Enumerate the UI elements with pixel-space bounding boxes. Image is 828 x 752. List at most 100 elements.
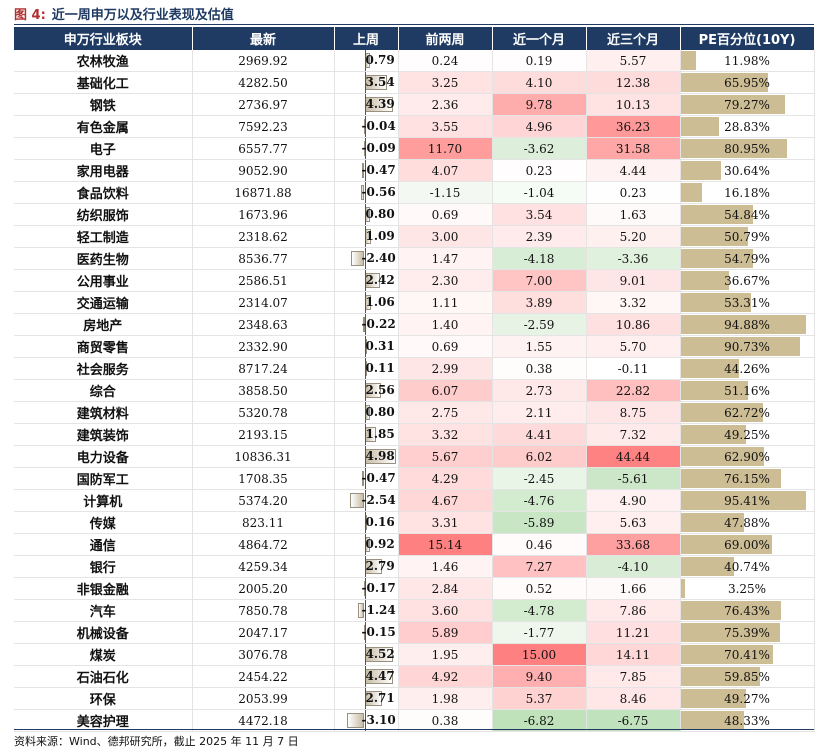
pe-percentile-value: 3.25%: [727, 581, 767, 596]
pe-percentile-value: 54.79%: [724, 251, 770, 266]
zero-axis: [364, 512, 366, 533]
table-row: 商贸零售 2332.90 0.31 0.69 1.55 5.70 90.73%: [14, 335, 815, 358]
latest-cell: 8536.77: [192, 247, 335, 270]
pe-percentile-value: 51.16%: [724, 383, 770, 398]
pe-percentile-value: 75.39%: [724, 625, 770, 640]
pe-percentile-cell: 50.79%: [680, 225, 815, 248]
weekly-change-cell: 0.92: [334, 533, 399, 556]
one-month-cell: 0.46: [492, 533, 587, 556]
weekly-change-cell: 1.85: [334, 423, 399, 446]
pe-percentile-cell: 69.00%: [680, 533, 815, 556]
two-week-cell: 2.99: [398, 357, 493, 380]
pe-percentile-bar: [680, 623, 780, 642]
pe-percentile-value: 59.85%: [724, 669, 770, 684]
pe-percentile-cell: 51.16%: [680, 379, 815, 402]
table-row: 国防军工 1708.35 -0.47 4.29 -2.45 -5.61 76.15%: [14, 467, 815, 490]
weekly-change-bar: [351, 251, 365, 266]
pe-percentile-value: 11.98%: [724, 53, 770, 68]
zero-axis: [364, 710, 366, 731]
pe-percentile-bar: [680, 315, 806, 334]
pe-percentile-cell: 53.31%: [680, 291, 815, 314]
one-month-cell: 4.10: [492, 71, 587, 94]
weekly-change-value: 0.80: [365, 207, 395, 221]
industry-name-cell: 社会服务: [14, 357, 193, 380]
one-month-cell: 1.55: [492, 335, 587, 358]
pe-percentile-bar: [680, 73, 768, 92]
zero-axis: [364, 204, 366, 225]
three-month-cell: 10.86: [586, 313, 681, 336]
pe-percentile-cell: 16.18%: [680, 181, 815, 204]
one-month-cell: -5.89: [492, 511, 587, 534]
table-row: 社会服务 8717.24 0.11 2.99 0.38 -0.11 44.26%: [14, 357, 815, 380]
weekly-change-cell: 0.31: [334, 335, 399, 358]
industry-name-cell: 综合: [14, 379, 193, 402]
pe-percentile-bar: [680, 51, 697, 70]
latest-cell: 4864.72: [192, 533, 335, 556]
industry-table: 申万行业板块 最新 上周 前两周 近一个月 近三个月 PE百分位(10Y) 农林…: [14, 27, 815, 732]
table-row: 电力设备 10836.31 4.98 5.67 6.02 44.44 62.90%: [14, 445, 815, 468]
one-month-cell: 0.52: [492, 577, 587, 600]
pe-percentile-value: 76.43%: [724, 603, 770, 618]
pe-percentile-value: 49.25%: [724, 427, 770, 442]
three-month-cell: 31.58: [586, 137, 681, 160]
three-month-cell: 1.66: [586, 577, 681, 600]
latest-cell: 2193.15: [192, 423, 335, 446]
pe-percentile-value: 16.18%: [724, 185, 770, 200]
latest-cell: 10836.31: [192, 445, 335, 468]
industry-name-cell: 食品饮料: [14, 181, 193, 204]
two-week-cell: 3.25: [398, 71, 493, 94]
figure-title: 图 4: 近一周申万以及行业表现及估值: [14, 4, 234, 23]
industry-name-cell: 通信: [14, 533, 193, 556]
three-month-cell: -0.11: [586, 357, 681, 380]
pe-percentile-bar: [680, 227, 748, 246]
pe-percentile-bar: [680, 293, 751, 312]
pe-percentile-bar: [680, 579, 685, 598]
one-month-cell: 5.37: [492, 687, 587, 710]
pe-percentile-value: 62.72%: [724, 405, 770, 420]
weekly-change-cell: 4.47: [334, 665, 399, 688]
two-week-cell: 2.30: [398, 269, 493, 292]
industry-name-cell: 国防军工: [14, 467, 193, 490]
industry-name-cell: 基础化工: [14, 71, 193, 94]
weekly-change-value: -3.10: [361, 713, 396, 727]
table-row: 环保 2053.99 2.71 1.98 5.37 8.46 49.27%: [14, 687, 815, 710]
weekly-change-cell: 0.79: [334, 50, 399, 72]
three-month-cell: 44.44: [586, 445, 681, 468]
weekly-change-cell: 2.71: [334, 687, 399, 710]
weekly-change-bar: [361, 185, 365, 200]
latest-cell: 2318.62: [192, 225, 335, 248]
industry-name-cell: 电力设备: [14, 445, 193, 468]
latest-cell: 5374.20: [192, 489, 335, 512]
zero-axis: [364, 446, 366, 467]
weekly-change-value: 0.16: [365, 515, 395, 529]
two-week-cell: 15.14: [398, 533, 493, 556]
weekly-change-cell: 4.52: [334, 643, 399, 666]
one-month-cell: 7.00: [492, 269, 587, 292]
one-month-cell: -1.04: [492, 181, 587, 204]
one-month-cell: 3.54: [492, 203, 587, 226]
latest-cell: 2332.90: [192, 335, 335, 358]
zero-axis: [364, 402, 366, 423]
three-month-cell: 22.82: [586, 379, 681, 402]
zero-axis: [364, 182, 366, 203]
pe-percentile-bar: [680, 711, 745, 730]
pe-percentile-value: 54.84%: [724, 207, 770, 222]
weekly-change-cell: -3.10: [334, 709, 399, 732]
latest-cell: 2454.22: [192, 665, 335, 688]
table-row: 通信 4864.72 0.92 15.14 0.46 33.68 69.00%: [14, 533, 815, 556]
industry-name-cell: 煤炭: [14, 643, 193, 666]
table-row: 建筑装饰 2193.15 1.85 3.32 4.41 7.32 49.25%: [14, 423, 815, 446]
industry-name-cell: 传媒: [14, 511, 193, 534]
industry-name-cell: 医药生物: [14, 247, 193, 270]
pe-percentile-bar: [680, 601, 782, 620]
latest-cell: 4472.18: [192, 709, 335, 732]
weekly-change-cell: -1.24: [334, 599, 399, 622]
pe-percentile-bar: [680, 689, 746, 708]
pe-percentile-value: 70.41%: [724, 647, 770, 662]
pe-percentile-cell: 75.39%: [680, 621, 815, 644]
latest-cell: 2053.99: [192, 687, 335, 710]
zero-axis: [364, 270, 366, 291]
latest-cell: 4259.34: [192, 555, 335, 578]
one-month-cell: 2.11: [492, 401, 587, 424]
two-week-cell: 4.29: [398, 467, 493, 490]
